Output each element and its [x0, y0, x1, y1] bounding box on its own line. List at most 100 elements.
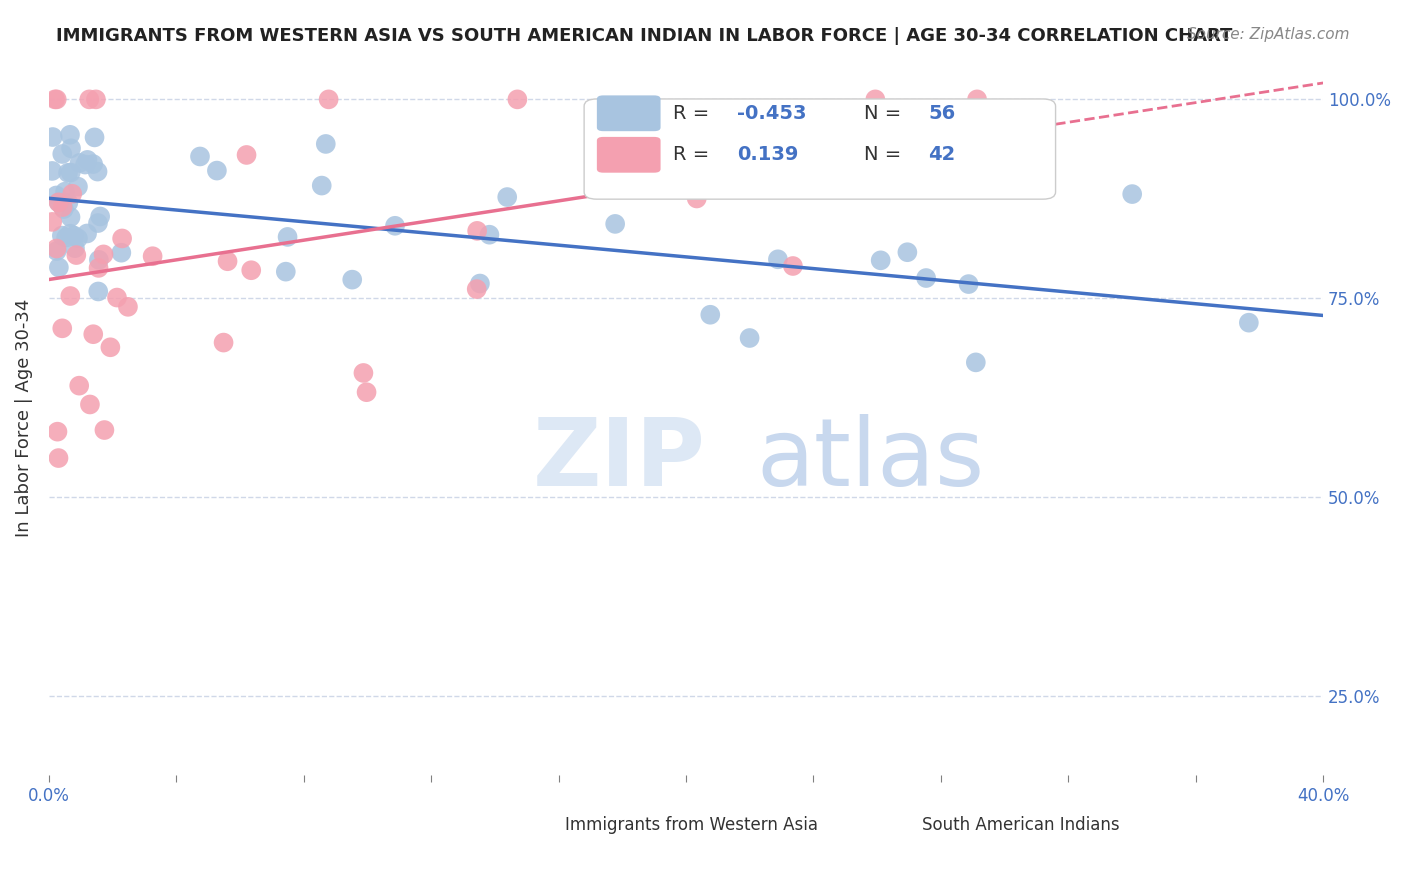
Point — [605, 217, 627, 231]
Point — [915, 271, 938, 285]
Point — [110, 245, 132, 260]
Point — [45, 188, 67, 202]
Point — [235, 148, 257, 162]
Point — [465, 224, 488, 238]
Text: ZIP: ZIP — [533, 415, 706, 507]
Point — [465, 282, 488, 296]
Point — [205, 163, 228, 178]
Point — [60, 186, 83, 201]
Point — [83, 130, 105, 145]
Point — [274, 265, 297, 279]
Point — [315, 136, 337, 151]
Point — [79, 397, 101, 411]
Point — [66, 231, 89, 245]
FancyBboxPatch shape — [583, 99, 1056, 199]
Point — [496, 190, 519, 204]
Point — [45, 242, 67, 256]
FancyBboxPatch shape — [516, 813, 557, 838]
Point — [105, 291, 128, 305]
Point — [82, 157, 104, 171]
Point — [212, 335, 235, 350]
Point — [67, 378, 90, 392]
Point — [318, 92, 340, 106]
Point — [356, 385, 378, 400]
Point — [699, 308, 721, 322]
Point — [53, 185, 76, 199]
Point — [75, 157, 97, 171]
Point — [48, 195, 70, 210]
Point — [738, 331, 761, 345]
Point — [869, 253, 891, 268]
Point — [55, 230, 77, 244]
Point — [46, 425, 69, 439]
Point — [60, 141, 83, 155]
Point — [815, 180, 838, 194]
Point — [66, 179, 89, 194]
Point — [59, 210, 82, 224]
Point — [87, 252, 110, 267]
Point — [87, 216, 110, 230]
Text: IMMIGRANTS FROM WESTERN ASIA VS SOUTH AMERICAN INDIAN IN LABOR FORCE | AGE 30-34: IMMIGRANTS FROM WESTERN ASIA VS SOUTH AM… — [56, 27, 1233, 45]
Text: R =: R = — [673, 103, 716, 123]
Point — [44, 92, 66, 106]
Point — [311, 178, 333, 193]
Point — [76, 153, 98, 167]
Point — [506, 92, 529, 106]
Point — [56, 166, 79, 180]
Point — [966, 92, 988, 106]
Point — [45, 92, 67, 106]
Point — [277, 230, 299, 244]
FancyBboxPatch shape — [598, 136, 661, 173]
Text: N =: N = — [865, 103, 908, 123]
Point — [1237, 316, 1260, 330]
Point — [48, 195, 70, 210]
Point — [217, 254, 239, 268]
Text: 42: 42 — [928, 145, 956, 164]
Point — [142, 249, 165, 263]
Point — [87, 285, 110, 299]
Point — [82, 327, 104, 342]
Point — [48, 451, 70, 466]
Point — [896, 245, 918, 260]
Point — [686, 192, 709, 206]
Text: N =: N = — [865, 145, 908, 164]
Text: -0.453: -0.453 — [737, 103, 807, 123]
Point — [63, 228, 86, 243]
Point — [957, 277, 980, 291]
Point — [654, 103, 676, 117]
Point — [41, 215, 63, 229]
Text: Immigrants from Western Asia: Immigrants from Western Asia — [565, 816, 818, 834]
FancyBboxPatch shape — [598, 95, 661, 131]
Text: 0.139: 0.139 — [737, 145, 799, 164]
Point — [52, 200, 75, 214]
Point — [117, 300, 139, 314]
Point — [84, 92, 107, 106]
Point — [59, 227, 82, 241]
Point — [782, 259, 804, 273]
Point — [384, 219, 406, 233]
Point — [1121, 187, 1143, 202]
Point — [865, 92, 887, 106]
Point — [98, 340, 121, 354]
Text: 56: 56 — [928, 103, 956, 123]
Text: R =: R = — [673, 145, 716, 164]
Point — [52, 202, 75, 216]
Point — [58, 195, 80, 210]
Point — [48, 260, 70, 275]
Text: atlas: atlas — [756, 415, 984, 507]
Point — [51, 228, 73, 243]
FancyBboxPatch shape — [873, 813, 912, 838]
Point — [59, 128, 82, 142]
Point — [87, 260, 110, 275]
Point — [65, 248, 87, 262]
Point — [468, 277, 491, 291]
Point — [240, 263, 263, 277]
Point — [93, 423, 115, 437]
Point — [188, 149, 211, 163]
Point — [605, 108, 627, 122]
Text: Source: ZipAtlas.com: Source: ZipAtlas.com — [1187, 27, 1350, 42]
Point — [51, 321, 73, 335]
Point — [89, 210, 111, 224]
Point — [41, 130, 63, 145]
Point — [76, 227, 98, 241]
